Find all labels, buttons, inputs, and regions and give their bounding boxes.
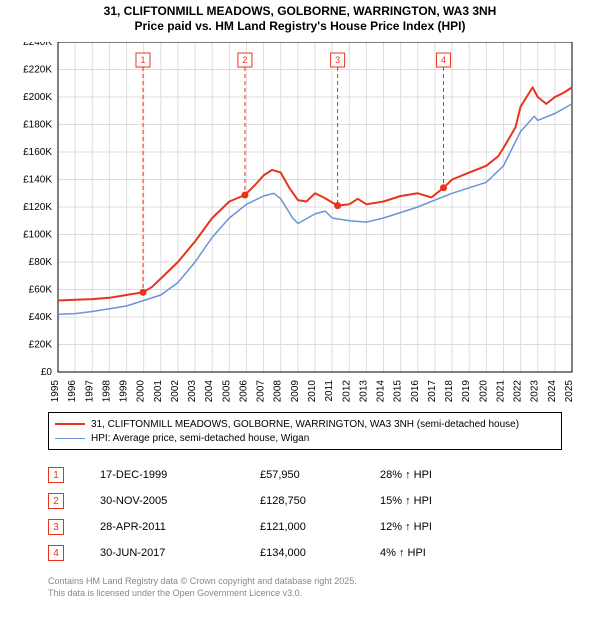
svg-text:2020: 2020 [478, 380, 489, 402]
svg-text:2011: 2011 [324, 380, 335, 402]
svg-text:1999: 1999 [119, 380, 130, 402]
svg-text:£60K: £60K [29, 285, 53, 296]
table-row: 4 30-JUN-2017 £134,000 4% ↑ HPI [48, 540, 562, 566]
table-row: 1 17-DEC-1999 £57,950 28% ↑ HPI [48, 462, 562, 488]
title-line-2: Price paid vs. HM Land Registry's House … [0, 19, 600, 34]
svg-text:£160K: £160K [23, 147, 52, 158]
sale-pct: 4% ↑ HPI [380, 547, 520, 559]
svg-text:£0: £0 [41, 367, 53, 378]
sale-price: £134,000 [260, 547, 380, 559]
table-row: 2 30-NOV-2005 £128,750 15% ↑ HPI [48, 488, 562, 514]
table-row: 3 28-APR-2011 £121,000 12% ↑ HPI [48, 514, 562, 540]
svg-text:1997: 1997 [84, 380, 95, 402]
svg-text:1: 1 [140, 55, 145, 65]
sales-table: 1 17-DEC-1999 £57,950 28% ↑ HPI 2 30-NOV… [48, 462, 562, 566]
svg-text:£180K: £180K [23, 120, 52, 131]
svg-text:1996: 1996 [67, 380, 78, 402]
title-line-1: 31, CLIFTONMILL MEADOWS, GOLBORNE, WARRI… [0, 4, 600, 19]
legend-label-2: HPI: Average price, semi-detached house,… [91, 433, 309, 444]
svg-text:2005: 2005 [221, 380, 232, 402]
svg-text:£100K: £100K [23, 230, 52, 241]
sale-marker-1: 1 [48, 467, 64, 483]
svg-text:£120K: £120K [23, 202, 52, 213]
svg-text:2010: 2010 [307, 380, 318, 402]
license-line-1: Contains HM Land Registry data © Crown c… [48, 576, 562, 588]
sale-marker-3: 3 [48, 519, 64, 535]
svg-text:2024: 2024 [547, 380, 558, 402]
svg-text:2019: 2019 [461, 380, 472, 402]
svg-text:2001: 2001 [153, 380, 164, 402]
svg-text:2018: 2018 [444, 380, 455, 402]
svg-text:2014: 2014 [376, 380, 387, 402]
legend-swatch-2 [55, 438, 85, 439]
sale-pct: 12% ↑ HPI [380, 521, 520, 533]
svg-text:2006: 2006 [238, 380, 249, 402]
svg-text:2021: 2021 [495, 380, 506, 402]
svg-text:£40K: £40K [29, 312, 53, 323]
sale-pct: 28% ↑ HPI [380, 469, 520, 481]
legend-item-price-paid: 31, CLIFTONMILL MEADOWS, GOLBORNE, WARRI… [55, 417, 555, 431]
svg-text:4: 4 [441, 55, 446, 65]
svg-text:2000: 2000 [136, 380, 147, 402]
svg-text:1995: 1995 [50, 380, 61, 402]
svg-text:2013: 2013 [358, 380, 369, 402]
legend-item-hpi: HPI: Average price, semi-detached house,… [55, 431, 555, 445]
svg-text:£220K: £220K [23, 65, 52, 76]
sale-marker-4: 4 [48, 545, 64, 561]
svg-text:2023: 2023 [530, 380, 541, 402]
svg-text:1998: 1998 [101, 380, 112, 402]
svg-text:2022: 2022 [513, 380, 524, 402]
svg-text:2003: 2003 [187, 380, 198, 402]
svg-text:2015: 2015 [393, 380, 404, 402]
svg-text:£200K: £200K [23, 92, 52, 103]
sale-date: 17-DEC-1999 [100, 469, 260, 481]
svg-text:2017: 2017 [427, 380, 438, 402]
svg-text:£20K: £20K [29, 340, 53, 351]
chart-title: 31, CLIFTONMILL MEADOWS, GOLBORNE, WARRI… [0, 0, 600, 34]
svg-text:2004: 2004 [204, 380, 215, 402]
chart-svg: £0 £20K £40K £60K £80K £100K £120K £140K £160K £1… [10, 42, 590, 402]
sale-price: £57,950 [260, 469, 380, 481]
sale-price: £128,750 [260, 495, 380, 507]
sale-pct: 15% ↑ HPI [380, 495, 520, 507]
svg-text:2009: 2009 [290, 380, 301, 402]
svg-text:2025: 2025 [564, 380, 575, 402]
figure: 31, CLIFTONMILL MEADOWS, GOLBORNE, WARRI… [0, 0, 600, 620]
sale-marker-2: 2 [48, 493, 64, 509]
svg-text:2012: 2012 [341, 380, 352, 402]
svg-text:2008: 2008 [273, 380, 284, 402]
license-line-2: This data is licensed under the Open Gov… [48, 588, 562, 600]
svg-text:2002: 2002 [170, 380, 181, 402]
sale-date: 30-NOV-2005 [100, 495, 260, 507]
legend-label-1: 31, CLIFTONMILL MEADOWS, GOLBORNE, WARRI… [91, 419, 519, 430]
license-text: Contains HM Land Registry data © Crown c… [48, 576, 562, 599]
sale-date: 28-APR-2011 [100, 521, 260, 533]
legend-swatch-1 [55, 423, 85, 425]
sale-date: 30-JUN-2017 [100, 547, 260, 559]
chart: £0 £20K £40K £60K £80K £100K £120K £140K £160K £1… [10, 42, 590, 402]
svg-text:£140K: £140K [23, 175, 52, 186]
sale-price: £121,000 [260, 521, 380, 533]
svg-text:2: 2 [242, 55, 247, 65]
svg-text:£240K: £240K [23, 42, 52, 48]
svg-text:2007: 2007 [256, 380, 267, 402]
svg-text:2016: 2016 [410, 380, 421, 402]
legend: 31, CLIFTONMILL MEADOWS, GOLBORNE, WARRI… [48, 412, 562, 450]
svg-text:£80K: £80K [29, 257, 53, 268]
svg-text:3: 3 [335, 55, 340, 65]
